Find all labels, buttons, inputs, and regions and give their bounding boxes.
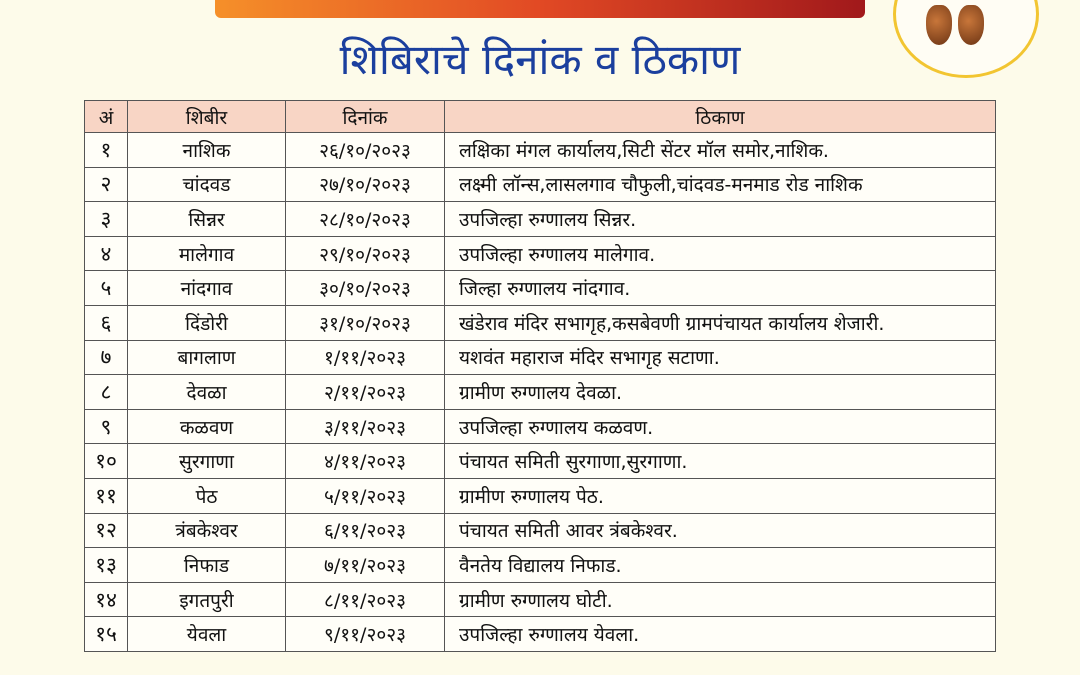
camp-date: ४/११/२०२३ — [285, 443, 445, 479]
camp-location: उपजिल्हा रुग्णालय सिन्नर. — [444, 201, 996, 237]
camp-date: २/११/२०२३ — [285, 374, 445, 410]
camp-date: २८/१०/२०२३ — [285, 201, 445, 237]
table-row: ७ बागलाण १/११/२०२३ यशवंत महाराज मंदिर सभागृ… — [84, 339, 996, 376]
table-header-row: अं शिबीर दिनांक ठिकाण — [84, 100, 996, 133]
camp-date: ३०/१०/२०२३ — [285, 270, 445, 306]
row-number: ५ — [84, 270, 128, 306]
camp-name: दिंडोरी — [127, 304, 286, 341]
row-number: २ — [84, 166, 128, 203]
camp-location: यशवंत महाराज मंदिर सभागृह सटाणा. — [444, 339, 996, 376]
table-row: १० सुरगाणा ४/११/२०२३ पंचायत समिती सुरगाणा,स… — [84, 443, 996, 479]
row-number: ४ — [84, 235, 128, 272]
camp-date: ३/११/२०२३ — [285, 408, 445, 445]
row-number: ८ — [84, 374, 128, 410]
camp-name: चांदवड — [127, 166, 286, 203]
camp-date: ६/११/२०२३ — [285, 512, 445, 549]
camp-name: नाशिक — [127, 132, 286, 168]
camp-name: सुरगाणा — [127, 443, 286, 479]
row-number: ७ — [84, 339, 128, 376]
camp-date: ९/११/२०२३ — [285, 616, 445, 652]
camp-date: ७/११/२०२३ — [285, 547, 445, 583]
table-row: १ नाशिक २६/१०/२०२३ लक्षिका मंगल कार्यालय,सि… — [84, 132, 996, 168]
camp-name: पेठ — [127, 477, 286, 514]
camp-date: २७/१०/२०२३ — [285, 166, 445, 203]
camp-location: जिल्हा रुग्णालय नांदगाव. — [444, 270, 996, 306]
camp-location: ग्रामीण रुग्णालय घोटी. — [444, 581, 996, 618]
table-row: १४ इगतपुरी ८/११/२०२३ ग्रामीण रुग्णालय घोटी. — [84, 581, 996, 618]
camp-location: वैनतेय विद्यालय निफाड. — [444, 547, 996, 583]
camp-location: पंचायत समिती सुरगाणा,सुरगाणा. — [444, 443, 996, 479]
table-row: १५ येवला ९/११/२०२३ उपजिल्हा रुग्णालय येवला. — [84, 616, 996, 652]
camp-date: ८/११/२०२३ — [285, 581, 445, 618]
camp-location: लक्षिका मंगल कार्यालय,सिटी सेंटर मॉल समो… — [444, 132, 996, 168]
column-header: अं — [84, 100, 128, 133]
row-number: १४ — [84, 581, 128, 618]
table-row: २ चांदवड २७/१०/२०२३ लक्ष्मी लॉन्स,लासलगाव च… — [84, 166, 996, 203]
camp-name: देवळा — [127, 374, 286, 410]
table-row: ९ कळवण ३/११/२०२३ उपजिल्हा रुग्णालय कळवण. — [84, 408, 996, 445]
camp-date: २६/१०/२०२३ — [285, 132, 445, 168]
row-number: ६ — [84, 304, 128, 341]
row-number: १ — [84, 132, 128, 168]
page-subtitle: शिबिराचे दिनांक व ठिकाण — [339, 35, 741, 84]
row-number: १३ — [84, 547, 128, 583]
camp-date: २९/१०/२०२३ — [285, 235, 445, 272]
camp-date: ३१/१०/२०२३ — [285, 304, 445, 341]
camp-location: खंडेराव मंदिर सभागृह,कसबेवणी ग्रामपंचायत… — [444, 304, 996, 341]
camp-name: इगतपुरी — [127, 581, 286, 618]
title-banner-cropped — [215, 0, 865, 18]
camp-date: १/११/२०२३ — [285, 339, 445, 376]
foot-icon — [958, 5, 984, 45]
table-row: ६ दिंडोरी ३१/१०/२०२३ खंडेराव मंदिर सभागृह,क… — [84, 304, 996, 341]
row-number: १५ — [84, 616, 128, 652]
table-row: ११ पेठ ५/११/२०२३ ग्रामीण रुग्णालय पेठ. — [84, 477, 996, 514]
table-row: ५ नांदगाव ३०/१०/२०२३ जिल्हा रुग्णालय नांदगा… — [84, 270, 996, 306]
row-number: १२ — [84, 512, 128, 549]
row-number: ३ — [84, 201, 128, 237]
camp-name: निफाड — [127, 547, 286, 583]
camp-schedule-table: अं शिबीर दिनांक ठिकाण १ नाशिक २६/१०/२०२३ लक्षि… — [84, 100, 996, 652]
camp-location: ग्रामीण रुग्णालय पेठ. — [444, 477, 996, 514]
row-number: ११ — [84, 477, 128, 514]
camp-location: पंचायत समिती आवर त्रंबकेश्वर. — [444, 512, 996, 549]
camp-name: मालेगाव — [127, 235, 286, 272]
camp-name: बागलाण — [127, 339, 286, 376]
camp-name: नांदगाव — [127, 270, 286, 306]
camp-date: ५/११/२०२३ — [285, 477, 445, 514]
row-number: ९ — [84, 408, 128, 445]
camp-location: उपजिल्हा रुग्णालय कळवण. — [444, 408, 996, 445]
row-number: १० — [84, 443, 128, 479]
camp-name: येवला — [127, 616, 286, 652]
foot-icon — [926, 5, 952, 45]
table-row: १२ त्रंबकेश्वर ६/११/२०२३ पंचायत समिती आवर त… — [84, 512, 996, 549]
table-row: ३ सिन्नर २८/१०/२०२३ उपजिल्हा रुग्णालय सिन्न… — [84, 201, 996, 237]
table-row: ८ देवळा २/११/२०२३ ग्रामीण रुग्णालय देवळा. — [84, 374, 996, 410]
camp-location: उपजिल्हा रुग्णालय येवला. — [444, 616, 996, 652]
camp-name: त्रंबकेश्वर — [127, 512, 286, 549]
table-row: ४ मालेगाव २९/१०/२०२३ उपजिल्हा रुग्णालय माले… — [84, 235, 996, 272]
camp-location: लक्ष्मी लॉन्स,लासलगाव चौफुली,चांदवड-मनमा… — [444, 166, 996, 203]
camp-location: उपजिल्हा रुग्णालय मालेगाव. — [444, 235, 996, 272]
column-header: शिबीर — [127, 100, 286, 133]
table-row: १३ निफाड ७/११/२०२३ वैनतेय विद्यालय निफाड. — [84, 547, 996, 583]
column-header: ठिकाण — [444, 100, 996, 133]
camp-name: कळवण — [127, 408, 286, 445]
camp-name: सिन्नर — [127, 201, 286, 237]
column-header: दिनांक — [285, 100, 445, 133]
camp-location: ग्रामीण रुग्णालय देवळा. — [444, 374, 996, 410]
